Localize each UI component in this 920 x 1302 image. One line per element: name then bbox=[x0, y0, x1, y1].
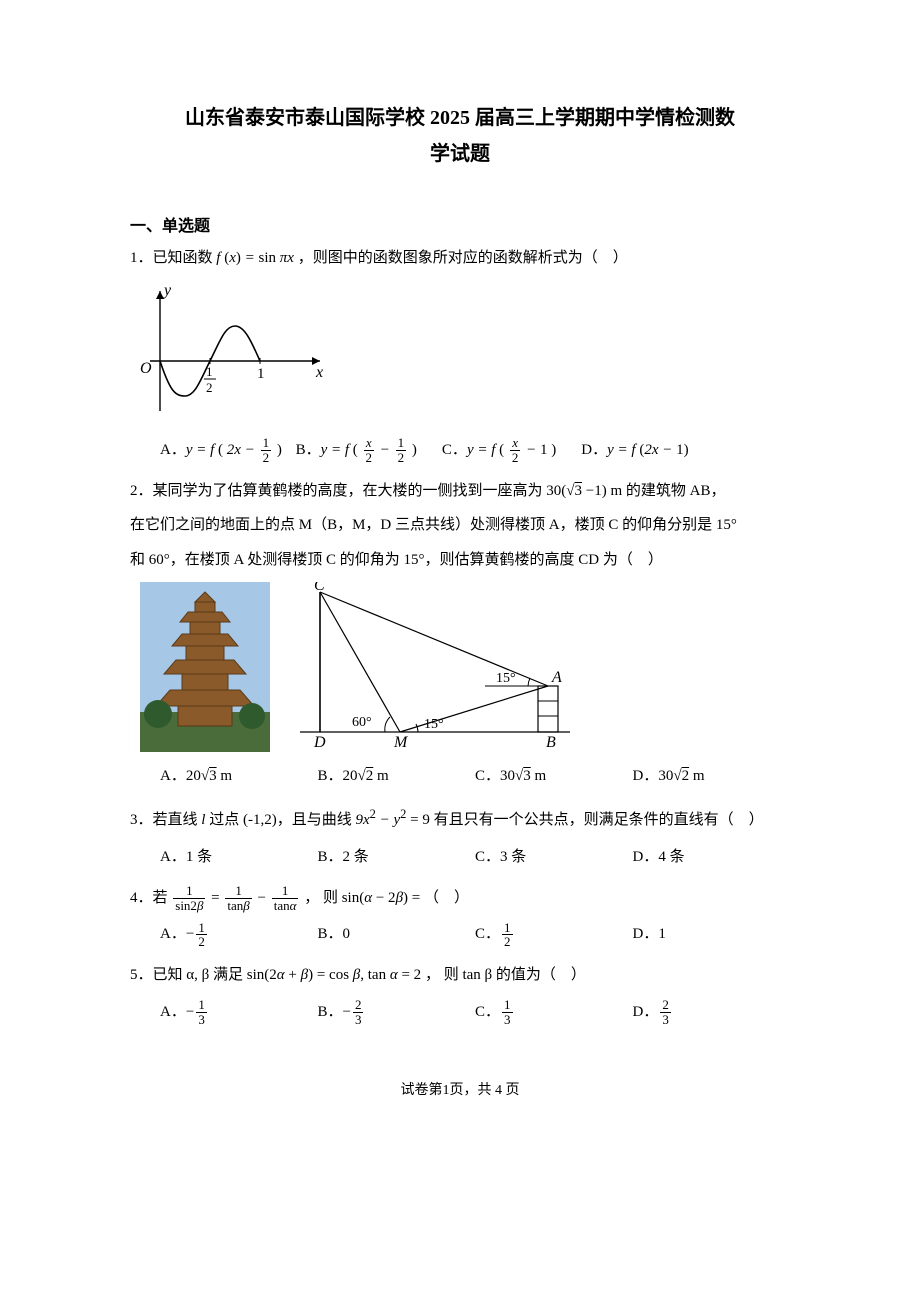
x-axis-label: x bbox=[315, 364, 323, 381]
angle-60: 60° bbox=[352, 715, 372, 730]
question-2: 2．某同学为了估算黄鹤楼的高度，在大楼的一侧找到一座高为 30(3 −1) m … bbox=[130, 477, 790, 506]
q3-opt-b: B．2 条 bbox=[318, 841, 476, 874]
question-4: 4．若 1sin2β = 1tanβ − 1tanα ， 则 sin(α − 2… bbox=[130, 884, 790, 913]
exam-title: 山东省泰安市泰山国际学校 2025 届高三上学期期中学情检测数 学试题 bbox=[130, 100, 790, 172]
q2-opt-c: C．303 m bbox=[475, 760, 633, 793]
q2-l3: 和 60°，在楼顶 A 处测得楼顶 C 的仰角为 15°，则估算黄鹤楼的高度 C… bbox=[130, 546, 790, 575]
q2-opt-a: A．203 m bbox=[160, 760, 318, 793]
q2-options: A．203 m B．202 m C．303 m D．302 m bbox=[160, 760, 790, 793]
q2-diagram: C D M B A 60° 15° 15° bbox=[140, 582, 790, 752]
q1-opt-b: B．y = f ( x2 − 12 ) bbox=[292, 434, 417, 467]
q5-prefix: 5．已知 α, β 满足 bbox=[130, 967, 247, 983]
q2-l1-prefix: 2．某同学为了估算黄鹤楼的高度，在大楼的一侧找到一座高为 bbox=[130, 483, 546, 499]
q5-opt-d: D．23 bbox=[633, 996, 791, 1029]
q5-opt-b: B．−23 bbox=[318, 996, 476, 1029]
title-line-2: 学试题 bbox=[130, 136, 790, 172]
q1-stem-prefix: 1．已知函数 bbox=[130, 250, 216, 266]
q5-options: A．−13 B．−23 C．13 D．23 bbox=[160, 996, 790, 1029]
pt-C: C bbox=[314, 582, 325, 594]
q1-func: f (x) = sin πx bbox=[216, 250, 294, 266]
pt-B: B bbox=[546, 734, 556, 751]
question-3: 3．若直线 l 过点 (-1,2)，且与曲线 9x2 − y2 = 9 有且只有… bbox=[130, 803, 790, 835]
q2-height-expr: 30(3 −1) m bbox=[546, 483, 622, 499]
q2-l2: 在它们之间的地面上的点 M（B，M，D 三点共线）处测得楼顶 A，楼顶 C 的仰… bbox=[130, 511, 790, 540]
q1-graph: O y x 1 2 1 bbox=[130, 281, 790, 426]
q3-options: A．1 条 B．2 条 C．3 条 D．4 条 bbox=[160, 841, 790, 874]
tick-half-den: 2 bbox=[206, 380, 213, 395]
q5-opt-c: C．13 bbox=[475, 996, 633, 1029]
section-1-header: 一、单选题 bbox=[130, 212, 790, 236]
q1-options: A．y = f ( 2x − 12 ) B．y = f ( x2 − 12 ) … bbox=[160, 434, 790, 467]
q3-opt-c: C．3 条 bbox=[475, 841, 633, 874]
q5-suffix: ， 则 tan β 的值为（ ） bbox=[425, 967, 586, 983]
q4-prefix: 4．若 bbox=[130, 890, 171, 906]
tick-one: 1 bbox=[257, 366, 265, 382]
question-5: 5．已知 α, β 满足 sin(2α + β) = cos β, tan α … bbox=[130, 961, 790, 990]
q2-l1-suffix: 的建筑物 AB， bbox=[626, 483, 726, 499]
angle-15-m: 15° bbox=[424, 717, 444, 732]
q5-opt-a: A．−13 bbox=[160, 996, 318, 1029]
q4-suffix: （ ） bbox=[424, 890, 469, 906]
q4-opt-a: A．−12 bbox=[160, 918, 318, 951]
q1-opt-c: C．y = f ( x2 − 1 ) bbox=[427, 434, 556, 467]
q3-opt-a: A．1 条 bbox=[160, 841, 318, 874]
pt-A: A bbox=[551, 669, 562, 686]
title-line-1: 山东省泰安市泰山国际学校 2025 届高三上学期期中学情检测数 bbox=[130, 100, 790, 136]
q4-mid: ， 则 bbox=[304, 890, 342, 906]
question-1: 1．已知函数 f (x) = sin πx ，则图中的函数图象所对应的函数解析式… bbox=[130, 244, 790, 273]
angle-15-a: 15° bbox=[496, 671, 516, 686]
q4-opt-c: C．12 bbox=[475, 918, 633, 951]
q1-opt-a: A．y = f ( 2x − 12 ) bbox=[160, 434, 282, 467]
q2-photo bbox=[140, 582, 270, 752]
y-axis-label: y bbox=[162, 282, 172, 299]
q1-opt-d: D．y = f (2x − 1) bbox=[566, 434, 688, 467]
q4-opt-b: B．0 bbox=[318, 918, 476, 951]
page-footer: 试卷第1页，共 4 页 bbox=[130, 1079, 790, 1099]
q1-stem-suffix: ，则图中的函数图象所对应的函数解析式为（ ） bbox=[298, 250, 628, 266]
q2-opt-b: B．202 m bbox=[318, 760, 476, 793]
pt-D: D bbox=[313, 734, 326, 751]
origin-label: O bbox=[140, 360, 152, 377]
pt-M: M bbox=[393, 734, 409, 751]
q2-opt-d: D．302 m bbox=[633, 760, 791, 793]
q4-opt-d: D．1 bbox=[633, 918, 791, 951]
q3-opt-d: D．4 条 bbox=[633, 841, 791, 874]
q4-options: A．−12 B．0 C．12 D．1 bbox=[160, 918, 790, 951]
q2-geometry: C D M B A 60° 15° 15° bbox=[290, 582, 590, 752]
q1-graph-svg: O y x 1 2 1 bbox=[130, 281, 330, 421]
